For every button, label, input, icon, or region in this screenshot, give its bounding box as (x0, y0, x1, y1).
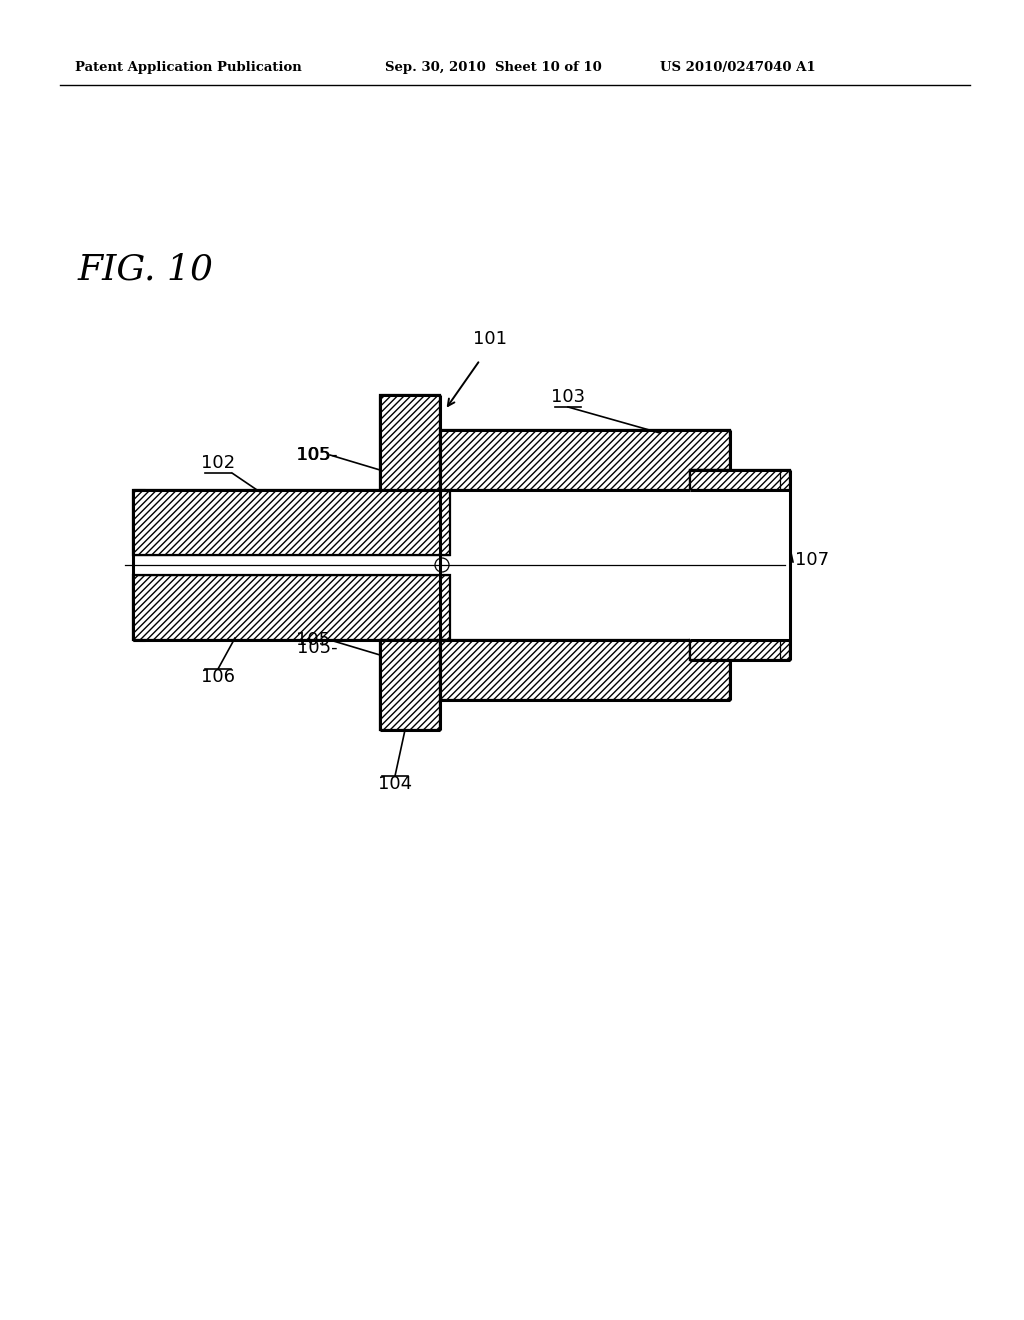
Text: 105-: 105- (297, 639, 338, 657)
Polygon shape (133, 490, 450, 554)
Text: 106: 106 (201, 668, 234, 686)
Bar (690, 490, 790, 640)
Text: 102: 102 (201, 454, 236, 473)
Polygon shape (690, 640, 790, 660)
Text: Patent Application Publication: Patent Application Publication (75, 62, 302, 74)
Text: 103: 103 (551, 388, 585, 407)
Text: 105-: 105- (297, 446, 338, 465)
Text: Sep. 30, 2010  Sheet 10 of 10: Sep. 30, 2010 Sheet 10 of 10 (385, 62, 602, 74)
Polygon shape (133, 576, 450, 640)
Polygon shape (690, 470, 790, 490)
Polygon shape (380, 395, 440, 490)
Text: US 2010/0247040 A1: US 2010/0247040 A1 (660, 62, 816, 74)
Polygon shape (380, 640, 440, 730)
Text: 101: 101 (473, 330, 507, 348)
Polygon shape (440, 640, 730, 700)
Text: 107: 107 (795, 550, 829, 569)
Text: 105: 105 (296, 446, 330, 465)
Text: 104: 104 (378, 775, 412, 793)
Text: FIG. 10: FIG. 10 (78, 253, 214, 286)
Text: 105: 105 (296, 631, 330, 649)
Polygon shape (440, 430, 730, 490)
